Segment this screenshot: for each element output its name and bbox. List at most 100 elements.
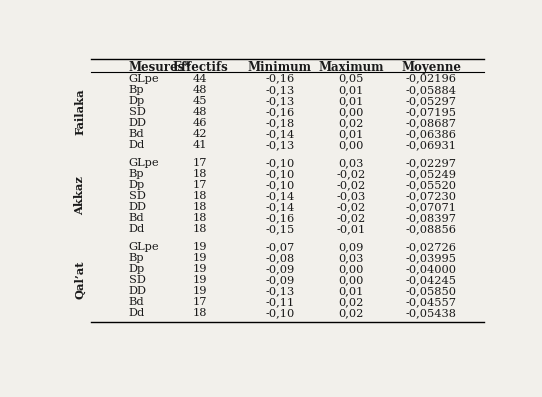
Text: 18: 18 — [193, 191, 208, 201]
Text: 0,03: 0,03 — [339, 253, 364, 263]
Text: -0,06386: -0,06386 — [405, 129, 456, 139]
Text: 0,09: 0,09 — [339, 242, 364, 252]
Text: 48: 48 — [193, 107, 208, 117]
Text: -0,18: -0,18 — [265, 118, 294, 128]
Text: 42: 42 — [193, 129, 208, 139]
Text: Dp: Dp — [128, 264, 145, 274]
Text: -0,02726: -0,02726 — [405, 242, 456, 252]
Text: 18: 18 — [193, 202, 208, 212]
Text: -0,08: -0,08 — [265, 253, 294, 263]
Text: 0,00: 0,00 — [339, 264, 364, 274]
Text: 0,02: 0,02 — [339, 308, 364, 318]
Text: Bd: Bd — [128, 213, 144, 223]
Text: -0,05297: -0,05297 — [405, 96, 456, 106]
Text: Minimum: Minimum — [248, 62, 312, 74]
Text: -0,05850: -0,05850 — [405, 286, 456, 296]
Text: Failaka: Failaka — [74, 89, 85, 135]
Text: 19: 19 — [193, 253, 208, 263]
Text: -0,04245: -0,04245 — [405, 275, 456, 285]
Text: 48: 48 — [193, 85, 208, 95]
Text: -0,08856: -0,08856 — [405, 224, 456, 234]
Text: Effectifs: Effectifs — [172, 62, 228, 74]
Text: Dp: Dp — [128, 96, 145, 106]
Text: SD: SD — [128, 275, 146, 285]
Text: -0,02196: -0,02196 — [405, 74, 456, 84]
Text: 44: 44 — [193, 74, 208, 84]
Text: -0,10: -0,10 — [265, 169, 294, 179]
Text: Dd: Dd — [128, 140, 145, 150]
Text: -0,05520: -0,05520 — [405, 180, 456, 190]
Text: -0,14: -0,14 — [265, 191, 294, 201]
Text: 19: 19 — [193, 264, 208, 274]
Text: -0,14: -0,14 — [265, 129, 294, 139]
Text: DD: DD — [128, 202, 147, 212]
Text: -0,05249: -0,05249 — [405, 169, 456, 179]
Text: -0,13: -0,13 — [265, 96, 294, 106]
Text: -0,04000: -0,04000 — [405, 264, 456, 274]
Text: -0,08397: -0,08397 — [405, 213, 456, 223]
Text: -0,03995: -0,03995 — [405, 253, 456, 263]
Text: -0,13: -0,13 — [265, 140, 294, 150]
Text: Moyenne: Moyenne — [401, 62, 461, 74]
Text: Qal’at: Qal’at — [74, 261, 85, 299]
Text: 0,01: 0,01 — [339, 286, 364, 296]
Text: -0,09: -0,09 — [265, 264, 294, 274]
Text: -0,10: -0,10 — [265, 158, 294, 168]
Text: 0,01: 0,01 — [339, 129, 364, 139]
Text: 0,01: 0,01 — [339, 96, 364, 106]
Text: -0,02: -0,02 — [337, 169, 366, 179]
Text: 17: 17 — [193, 158, 208, 168]
Text: -0,05438: -0,05438 — [405, 308, 456, 318]
Text: Bp: Bp — [128, 85, 144, 95]
Text: -0,09: -0,09 — [265, 275, 294, 285]
Text: Bd: Bd — [128, 297, 144, 307]
Text: GLpe: GLpe — [128, 242, 159, 252]
Text: -0,10: -0,10 — [265, 308, 294, 318]
Text: 0,02: 0,02 — [339, 118, 364, 128]
Text: -0,01: -0,01 — [337, 224, 366, 234]
Text: 18: 18 — [193, 308, 208, 318]
Text: Bp: Bp — [128, 253, 144, 263]
Text: -0,11: -0,11 — [265, 297, 294, 307]
Text: -0,13: -0,13 — [265, 286, 294, 296]
Text: DD: DD — [128, 286, 147, 296]
Text: GLpe: GLpe — [128, 158, 159, 168]
Text: Dd: Dd — [128, 224, 145, 234]
Text: 0,00: 0,00 — [339, 107, 364, 117]
Text: -0,16: -0,16 — [265, 107, 294, 117]
Text: 0,01: 0,01 — [339, 85, 364, 95]
Text: -0,02: -0,02 — [337, 180, 366, 190]
Text: Maximum: Maximum — [319, 62, 384, 74]
Text: Dp: Dp — [128, 180, 145, 190]
Text: Bd: Bd — [128, 129, 144, 139]
Text: -0,02: -0,02 — [337, 202, 366, 212]
Text: DD: DD — [128, 118, 147, 128]
Text: -0,02297: -0,02297 — [405, 158, 456, 168]
Text: -0,03: -0,03 — [337, 191, 366, 201]
Text: -0,08687: -0,08687 — [405, 118, 456, 128]
Text: 19: 19 — [193, 242, 208, 252]
Text: -0,16: -0,16 — [265, 213, 294, 223]
Text: -0,13: -0,13 — [265, 85, 294, 95]
Text: 18: 18 — [193, 224, 208, 234]
Text: -0,10: -0,10 — [265, 180, 294, 190]
Text: -0,07230: -0,07230 — [405, 191, 456, 201]
Text: -0,16: -0,16 — [265, 74, 294, 84]
Text: Bp: Bp — [128, 169, 144, 179]
Text: -0,14: -0,14 — [265, 202, 294, 212]
Text: 19: 19 — [193, 275, 208, 285]
Text: 41: 41 — [193, 140, 208, 150]
Text: -0,05884: -0,05884 — [405, 85, 456, 95]
Text: 17: 17 — [193, 297, 208, 307]
Text: 0,00: 0,00 — [339, 140, 364, 150]
Text: 0,02: 0,02 — [339, 297, 364, 307]
Text: Akkaz: Akkaz — [74, 177, 85, 216]
Text: 0,05: 0,05 — [339, 74, 364, 84]
Text: -0,07: -0,07 — [265, 242, 294, 252]
Text: 18: 18 — [193, 169, 208, 179]
Text: 17: 17 — [193, 180, 208, 190]
Text: -0,04557: -0,04557 — [405, 297, 456, 307]
Text: Mesures*: Mesures* — [128, 62, 191, 74]
Text: 19: 19 — [193, 286, 208, 296]
Text: 45: 45 — [193, 96, 208, 106]
